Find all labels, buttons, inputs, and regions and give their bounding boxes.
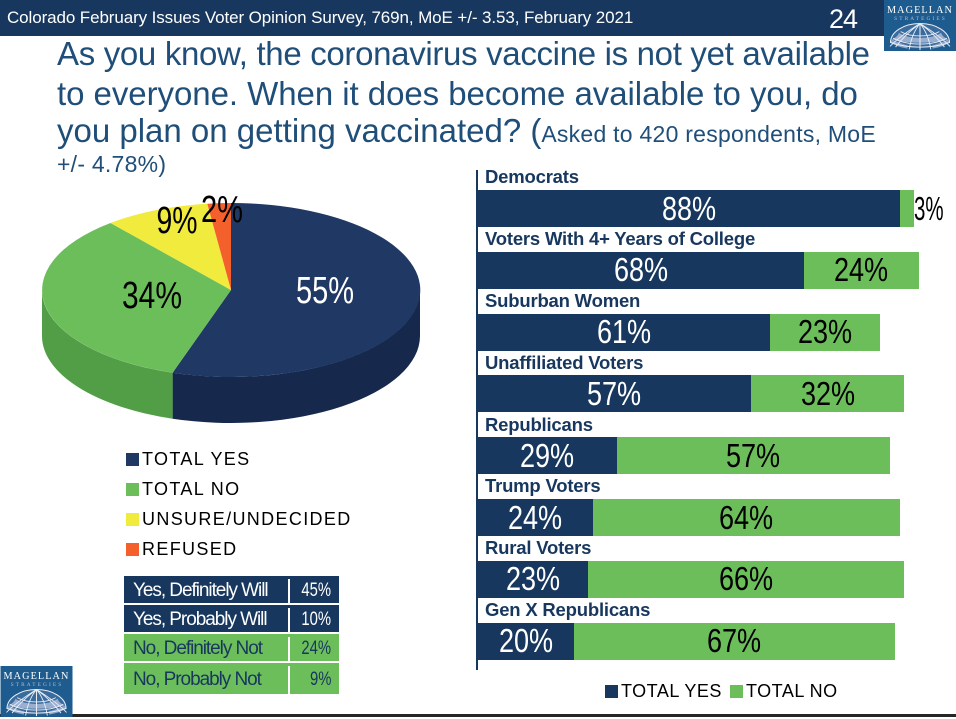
svg-text:55%: 55% [296, 270, 354, 312]
svg-text:9%: 9% [157, 200, 198, 242]
svg-text:2%: 2% [201, 189, 243, 231]
svg-text:34%: 34% [122, 275, 182, 317]
